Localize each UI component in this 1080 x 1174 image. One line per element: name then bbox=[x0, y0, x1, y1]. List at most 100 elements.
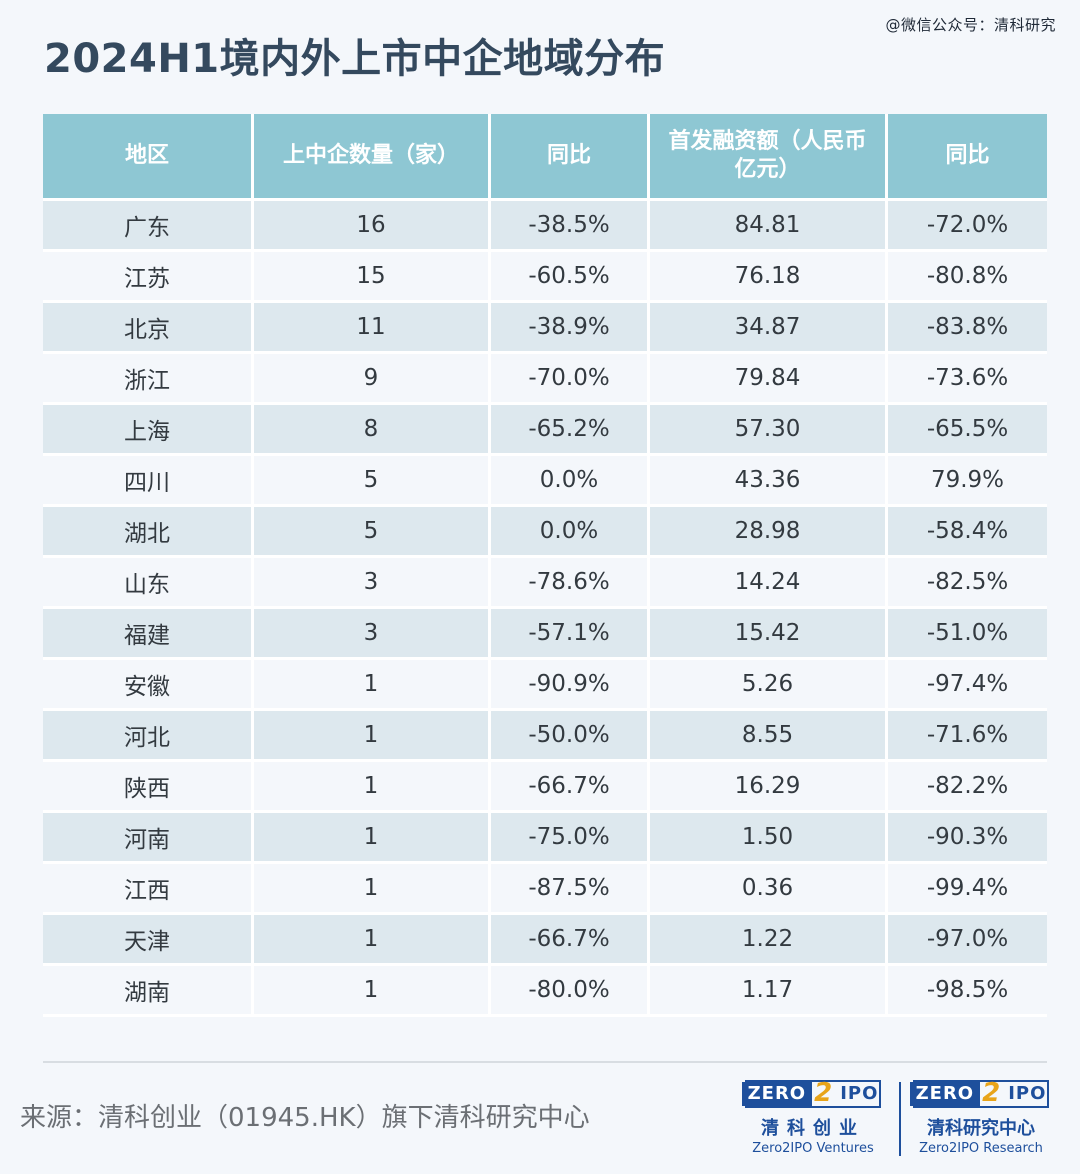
table-row: 陕西 1 -66.7% 16.29 -82.2% bbox=[43, 762, 1047, 813]
header-amount-yoy: 同比 bbox=[888, 114, 1047, 201]
cell-company-count: 1 bbox=[254, 864, 491, 915]
cell-count-yoy: 0.0% bbox=[491, 507, 650, 558]
cell-company-count: 15 bbox=[254, 252, 491, 303]
cell-amount-yoy: -82.5% bbox=[888, 558, 1047, 609]
cell-amount-yoy: -99.4% bbox=[888, 864, 1047, 915]
cell-amount-yoy: 79.9% bbox=[888, 456, 1047, 507]
cell-region: 湖南 bbox=[43, 966, 254, 1017]
cell-amount-yoy: -73.6% bbox=[888, 354, 1047, 405]
cell-count-yoy: -50.0% bbox=[491, 711, 650, 762]
cell-ipo-amount: 15.42 bbox=[650, 609, 888, 660]
cell-ipo-amount: 16.29 bbox=[650, 762, 888, 813]
logo-zero-text: ZERO bbox=[741, 1082, 813, 1106]
cell-count-yoy: -66.7% bbox=[491, 915, 650, 966]
cell-count-yoy: -87.5% bbox=[491, 864, 650, 915]
logo-two-text: 2 bbox=[982, 1078, 1001, 1108]
table-row: 四川 5 0.0% 43.36 79.9% bbox=[43, 456, 1047, 507]
table-row: 上海 8 -65.2% 57.30 -65.5% bbox=[43, 405, 1047, 456]
cell-ipo-amount: 1.17 bbox=[650, 966, 888, 1017]
cell-count-yoy: -75.0% bbox=[491, 813, 650, 864]
cell-amount-yoy: -83.8% bbox=[888, 303, 1047, 354]
table-row: 安徽 1 -90.9% 5.26 -97.4% bbox=[43, 660, 1047, 711]
cell-company-count: 1 bbox=[254, 762, 491, 813]
cell-company-count: 1 bbox=[254, 813, 491, 864]
cell-count-yoy: -80.0% bbox=[491, 966, 650, 1017]
zero2ipo-research-logo: ZERO 2 IPO 清科研究中心 Zero2IPO Research bbox=[909, 1078, 1049, 1156]
table-row: 湖南 1 -80.0% 1.17 -98.5% bbox=[43, 966, 1047, 1017]
cell-company-count: 9 bbox=[254, 354, 491, 405]
table-row: 河北 1 -50.0% 8.55 -71.6% bbox=[43, 711, 1047, 762]
cell-region: 北京 bbox=[43, 303, 254, 354]
header-ipo-amount: 首发融资额（人民币亿元） bbox=[650, 114, 888, 201]
table-row: 湖北 5 0.0% 28.98 -58.4% bbox=[43, 507, 1047, 558]
footer-divider bbox=[43, 1061, 1047, 1063]
cell-count-yoy: -65.2% bbox=[491, 405, 650, 456]
cell-amount-yoy: -90.3% bbox=[888, 813, 1047, 864]
logo-cn-name: 清科创业 bbox=[761, 1118, 865, 1139]
cell-company-count: 1 bbox=[254, 660, 491, 711]
cell-count-yoy: -66.7% bbox=[491, 762, 650, 813]
cell-company-count: 16 bbox=[254, 201, 491, 252]
cell-company-count: 11 bbox=[254, 303, 491, 354]
cell-ipo-amount: 57.30 bbox=[650, 405, 888, 456]
data-table-container: 地区 上中企数量（家） 同比 首发融资额（人民币亿元） 同比 广东 16 -38.5… bbox=[43, 114, 1047, 1017]
cell-amount-yoy: -98.5% bbox=[888, 966, 1047, 1017]
header-count-yoy: 同比 bbox=[491, 114, 650, 201]
cell-region: 江西 bbox=[43, 864, 254, 915]
cell-region: 福建 bbox=[43, 609, 254, 660]
cell-company-count: 8 bbox=[254, 405, 491, 456]
header-region: 地区 bbox=[43, 114, 254, 201]
table-row: 河南 1 -75.0% 1.50 -90.3% bbox=[43, 813, 1047, 864]
cell-amount-yoy: -80.8% bbox=[888, 252, 1047, 303]
cell-ipo-amount: 14.24 bbox=[650, 558, 888, 609]
logo-ipo-text: IPO bbox=[1008, 1083, 1047, 1104]
cell-company-count: 1 bbox=[254, 915, 491, 966]
cell-amount-yoy: -71.6% bbox=[888, 711, 1047, 762]
cell-count-yoy: -90.9% bbox=[491, 660, 650, 711]
watermark-text: @微信公众号：清科研究 bbox=[885, 16, 1056, 34]
cell-amount-yoy: -58.4% bbox=[888, 507, 1047, 558]
zero2ipo-ventures-logo: ZERO 2 IPO 清科创业 Zero2IPO Ventures bbox=[741, 1078, 881, 1156]
cell-amount-yoy: -65.5% bbox=[888, 405, 1047, 456]
cell-region: 四川 bbox=[43, 456, 254, 507]
cell-ipo-amount: 5.26 bbox=[650, 660, 888, 711]
cell-count-yoy: -38.5% bbox=[491, 201, 650, 252]
cell-region: 山东 bbox=[43, 558, 254, 609]
cell-ipo-amount: 76.18 bbox=[650, 252, 888, 303]
logo-two-text: 2 bbox=[814, 1078, 833, 1108]
cell-count-yoy: -60.5% bbox=[491, 252, 650, 303]
cell-ipo-amount: 1.50 bbox=[650, 813, 888, 864]
source-note: 来源：清科创业（01945.HK）旗下清科研究中心 bbox=[20, 1103, 590, 1133]
cell-region: 陕西 bbox=[43, 762, 254, 813]
cell-region: 河南 bbox=[43, 813, 254, 864]
zero2ipo-mark: ZERO 2 IPO bbox=[909, 1078, 1049, 1108]
logo-separator bbox=[899, 1082, 901, 1156]
cell-amount-yoy: -72.0% bbox=[888, 201, 1047, 252]
cell-ipo-amount: 79.84 bbox=[650, 354, 888, 405]
cell-region: 上海 bbox=[43, 405, 254, 456]
table-header-row: 地区 上中企数量（家） 同比 首发融资额（人民币亿元） 同比 bbox=[43, 114, 1047, 201]
cell-count-yoy: 0.0% bbox=[491, 456, 650, 507]
zero2ipo-mark: ZERO 2 IPO bbox=[741, 1078, 881, 1108]
table-row: 福建 3 -57.1% 15.42 -51.0% bbox=[43, 609, 1047, 660]
cell-ipo-amount: 1.22 bbox=[650, 915, 888, 966]
table-row: 江西 1 -87.5% 0.36 -99.4% bbox=[43, 864, 1047, 915]
cell-amount-yoy: -97.0% bbox=[888, 915, 1047, 966]
cell-company-count: 3 bbox=[254, 609, 491, 660]
cell-count-yoy: -78.6% bbox=[491, 558, 650, 609]
logo-en-name: Zero2IPO Research bbox=[919, 1141, 1043, 1156]
cell-company-count: 3 bbox=[254, 558, 491, 609]
cell-region: 安徽 bbox=[43, 660, 254, 711]
table-row: 浙江 9 -70.0% 79.84 -73.6% bbox=[43, 354, 1047, 405]
table-row: 江苏 15 -60.5% 76.18 -80.8% bbox=[43, 252, 1047, 303]
cell-ipo-amount: 84.81 bbox=[650, 201, 888, 252]
cell-count-yoy: -57.1% bbox=[491, 609, 650, 660]
logo-en-name: Zero2IPO Ventures bbox=[752, 1141, 874, 1156]
cell-region: 天津 bbox=[43, 915, 254, 966]
cell-count-yoy: -38.9% bbox=[491, 303, 650, 354]
cell-amount-yoy: -82.2% bbox=[888, 762, 1047, 813]
table-row: 广东 16 -38.5% 84.81 -72.0% bbox=[43, 201, 1047, 252]
cell-region: 河北 bbox=[43, 711, 254, 762]
table-row: 北京 11 -38.9% 34.87 -83.8% bbox=[43, 303, 1047, 354]
cell-ipo-amount: 8.55 bbox=[650, 711, 888, 762]
